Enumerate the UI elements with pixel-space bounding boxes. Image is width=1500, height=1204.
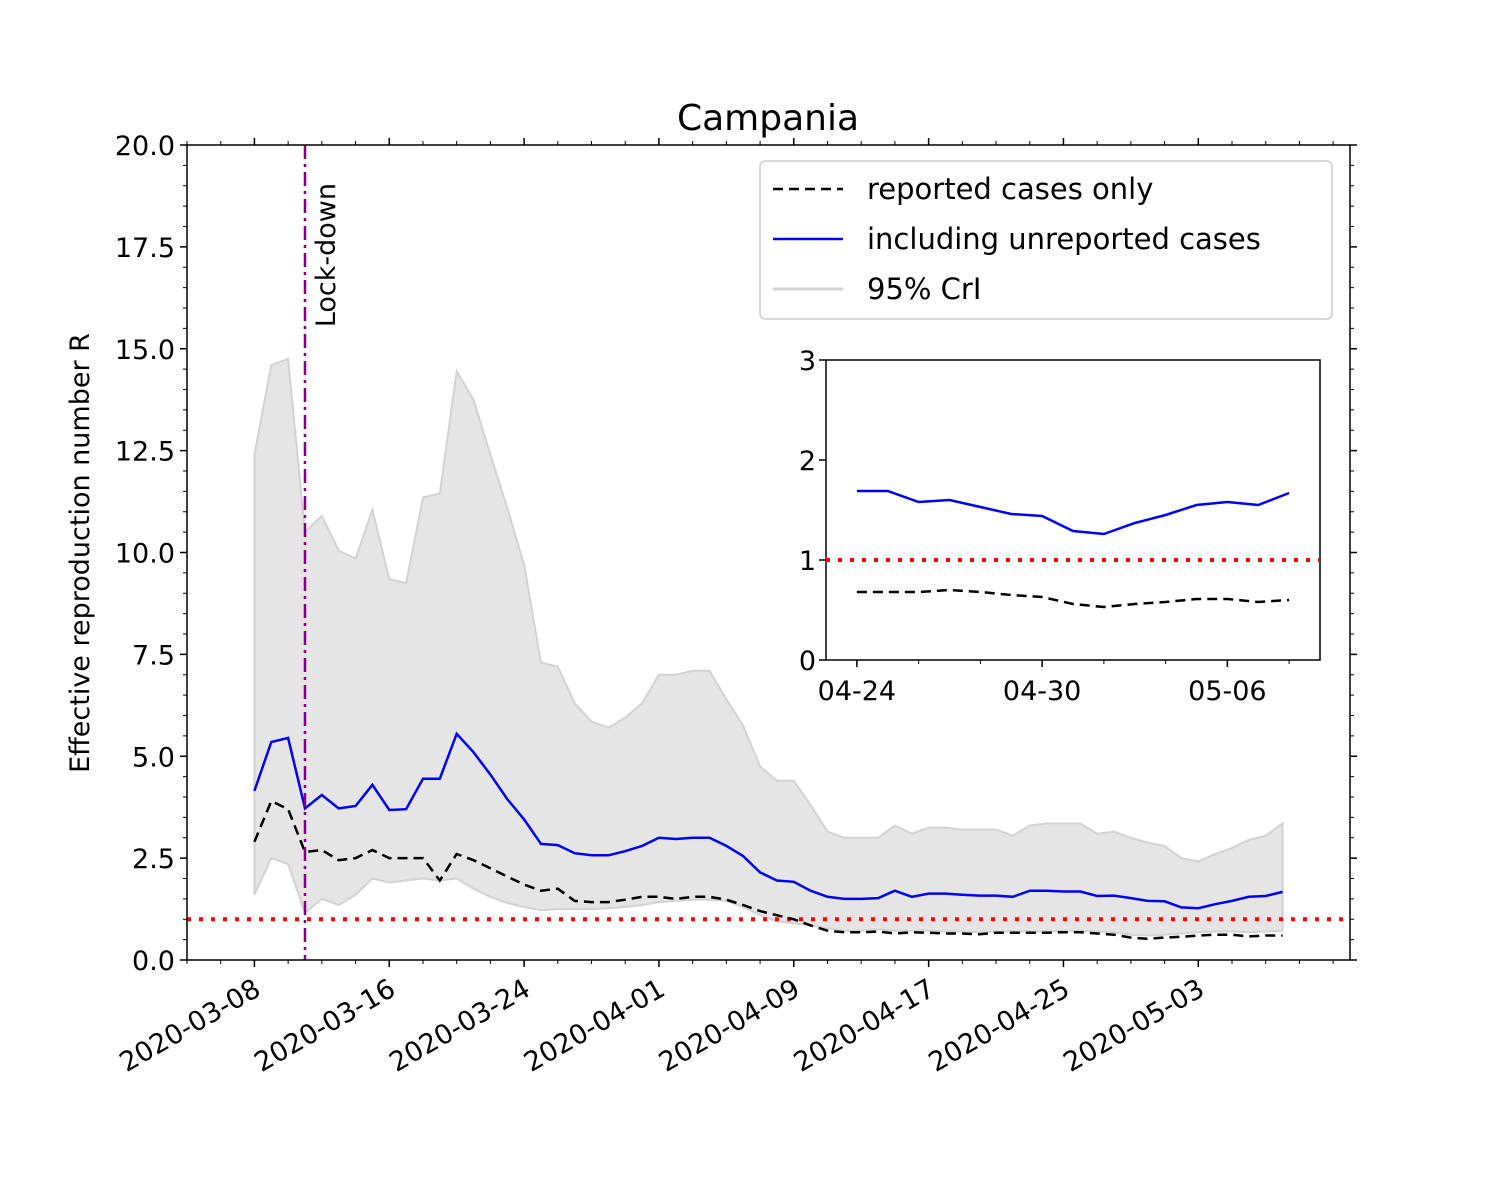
series-reported-line [253,799,1283,941]
y-tick-label: 15.0 [115,335,175,366]
x-tick-label: 2020-05-03 [1058,973,1209,1078]
inset-x-tick-label: 04-24 [818,676,896,707]
y-axis-label: Effective reproduction number R [65,333,96,773]
y-tick-label: 17.5 [115,233,175,264]
x-tick-label: 2020-03-16 [249,973,400,1078]
y-tick-label: 20.0 [115,131,175,162]
legend-label: 95% CrI [867,272,981,306]
inset-y-tick-label: 3 [799,346,816,377]
legend-label: including unreported cases [867,222,1261,256]
y-tick-label: 5.0 [132,742,175,773]
y-tick-label: 0.0 [132,946,175,977]
y-tick-label: 10.0 [115,539,175,570]
y-tick-label: 12.5 [115,437,175,468]
chart-title: Campania [677,98,859,139]
legend-box [759,160,1333,320]
x-tick-label: 2020-04-01 [519,973,670,1078]
inset-y-tick-label: 1 [799,546,816,577]
series-unreported-line [253,731,1283,910]
inset-series-reported-line [856,588,1290,609]
lockdown-label: Lock-down [311,183,342,327]
inset-x-tick-label: 04-30 [1003,676,1081,707]
y-tick-label: 7.5 [132,640,175,671]
inset-x-tick-label: 05-06 [1188,676,1266,707]
x-tick-label: 2020-04-25 [924,973,1075,1078]
inset-frame [825,359,1321,661]
inset-y-tick-label: 2 [799,446,816,477]
y-tick-label: 2.5 [132,844,175,875]
legend: reported cases only including unreported … [759,160,1333,320]
inset-series-unreported-line [856,489,1290,536]
inset-y-tick-label: 0 [799,646,816,677]
x-tick-label: 2020-04-09 [654,973,805,1078]
inset-plot-area: 0 1 2 3 04-24 04-30 05-06 [799,346,1321,707]
x-tick-label: 2020-03-08 [115,973,266,1078]
legend-label: reported cases only [867,172,1153,206]
credible-interval-band [253,357,1284,937]
x-tick-label: 2020-04-17 [789,973,940,1078]
x-tick-label: 2020-03-24 [384,973,535,1078]
